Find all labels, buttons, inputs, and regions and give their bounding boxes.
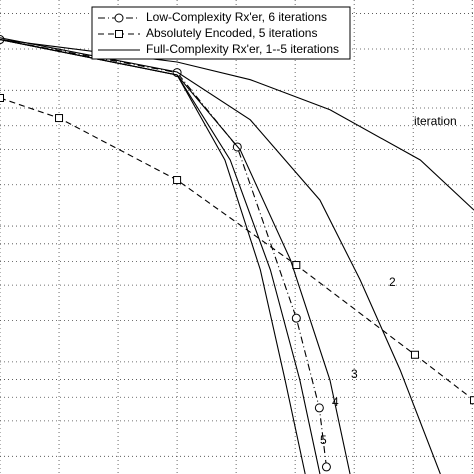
annotation: iteration <box>414 114 457 128</box>
annotation: 4 <box>332 395 339 409</box>
data-point <box>292 261 301 270</box>
series-line <box>0 39 306 474</box>
legend-marker <box>115 30 123 38</box>
annotation: 2 <box>389 275 396 289</box>
data-point <box>410 350 419 359</box>
plot-area: iteration 2 34 5 <box>0 35 474 474</box>
legend: Low-Complexity Rx'er, 6 iterations Absolu… <box>91 6 351 60</box>
series-line <box>0 39 321 474</box>
legend-marker <box>114 13 124 23</box>
data-point <box>470 396 474 405</box>
data-point <box>0 93 4 102</box>
data-point <box>55 114 64 123</box>
legend-label: Absolutely Encoded, 5 iterations <box>146 26 317 40</box>
series-line <box>0 39 327 467</box>
annotation: 5 <box>320 433 327 447</box>
legend-label: Full-Complexity Rx'er, 1--5 iterations <box>146 42 339 56</box>
annotation: 3 <box>351 367 358 381</box>
series-line <box>0 37 441 474</box>
series-line <box>0 97 474 401</box>
data-point <box>314 403 324 413</box>
data-point <box>173 176 182 185</box>
series-line <box>0 39 351 474</box>
series-line <box>0 39 474 211</box>
data-point <box>291 313 301 323</box>
data-point <box>321 462 331 472</box>
legend-label: Low-Complexity Rx'er, 6 iterations <box>146 10 327 24</box>
